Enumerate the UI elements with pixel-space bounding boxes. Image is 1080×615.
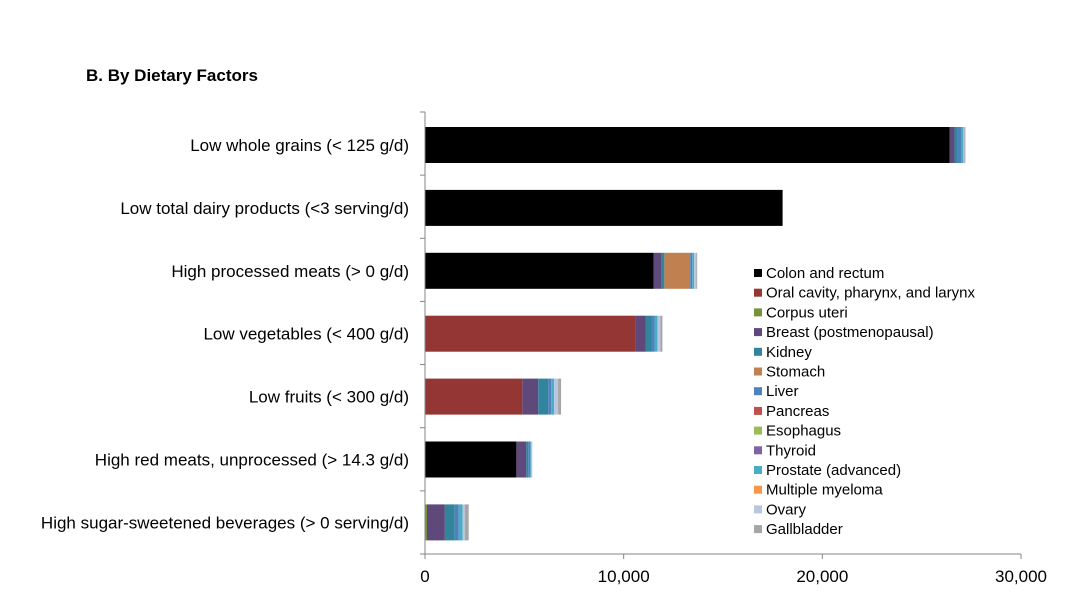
bar-segment xyxy=(548,378,552,415)
legend-swatch xyxy=(754,446,762,455)
legend-label: Prostate (advanced) xyxy=(766,462,901,479)
legend-swatch xyxy=(754,269,762,277)
bar-segment xyxy=(425,189,783,226)
bar-segment xyxy=(425,378,523,415)
bar-segment xyxy=(425,127,950,163)
bar-segment xyxy=(692,252,695,289)
legend: Colon and rectum Oral cavity, pharynx, an… xyxy=(754,265,975,538)
legend-label: Pancreas xyxy=(766,403,829,420)
bar-segment xyxy=(645,315,652,352)
axes: 0 10,000 20,000 30,000 xyxy=(420,111,1047,586)
bar-segment xyxy=(425,315,636,352)
legend-label: Multiple myeloma xyxy=(766,482,883,499)
legend-label: Ovary xyxy=(766,501,807,518)
bar-segment xyxy=(653,252,662,289)
bar-segment xyxy=(462,504,465,541)
category-label: Low fruits (< 300 g/d) xyxy=(249,388,409,407)
bar-segment xyxy=(558,378,562,415)
bars-layer xyxy=(425,127,966,541)
bar-segment xyxy=(963,127,965,163)
category-label: High sugar-sweetened beverages (> 0 serv… xyxy=(41,513,409,532)
bar-segment xyxy=(531,441,533,478)
bar-segment xyxy=(661,252,665,289)
bar-segment xyxy=(651,315,655,352)
legend-swatch xyxy=(754,308,762,317)
category-label: Low total dairy products (<3 serving/d) xyxy=(120,199,409,218)
legend-swatch xyxy=(754,466,762,474)
bar-segment xyxy=(657,315,661,352)
x-tick-label: 20,000 xyxy=(796,567,848,586)
bar-segment xyxy=(654,315,658,352)
bar-segment xyxy=(635,315,646,352)
legend-label: Breast (postmenopausal) xyxy=(766,324,934,341)
legend-swatch xyxy=(754,288,762,297)
bar-segment xyxy=(522,378,539,415)
legend-label: Liver xyxy=(766,383,799,400)
legend-label: Kidney xyxy=(766,344,812,361)
bar-segment xyxy=(464,504,469,541)
bar-segment xyxy=(694,252,697,289)
bar-segment xyxy=(426,504,445,541)
category-label: Low whole grains (< 125 g/d) xyxy=(190,136,409,155)
bar-segment xyxy=(954,127,958,163)
legend-swatch xyxy=(754,426,762,435)
category-label: Low vegetables (< 400 g/d) xyxy=(203,325,409,344)
bar-segment xyxy=(530,441,532,478)
bar-segment xyxy=(554,378,559,415)
bar-segment xyxy=(957,127,962,163)
legend-label: Thyroid xyxy=(766,442,816,459)
bar-segment xyxy=(526,441,529,478)
legend-swatch xyxy=(754,367,762,376)
bar-segment xyxy=(538,378,549,415)
bar-segment xyxy=(454,504,459,541)
bar-segment xyxy=(696,252,698,289)
bar-segment xyxy=(690,252,693,289)
bar-segment xyxy=(444,504,455,541)
legend-label: Corpus uteri xyxy=(766,304,848,321)
legend-swatch xyxy=(754,406,762,415)
legend-swatch xyxy=(754,505,762,514)
bar-segment xyxy=(961,127,964,163)
bar-segment xyxy=(964,127,966,163)
x-tick-label: 10,000 xyxy=(598,567,650,586)
bar-segment xyxy=(528,441,531,478)
bar-segment xyxy=(425,252,654,289)
legend-swatch xyxy=(754,525,762,534)
bar-segment xyxy=(458,504,463,541)
bar-segment xyxy=(516,441,527,478)
x-tick-label: 0 xyxy=(420,567,429,586)
legend-swatch xyxy=(754,485,762,494)
bar-segment xyxy=(551,378,555,415)
x-tick-label: 30,000 xyxy=(995,567,1047,586)
bar-segment xyxy=(949,127,955,163)
bar-segment xyxy=(425,441,517,478)
chart-title: B. By Dietary Factors xyxy=(86,66,258,85)
category-label: High red meats, unprocessed (> 14.3 g/d) xyxy=(95,451,409,470)
category-label: High processed meats (> 0 g/d) xyxy=(171,262,409,281)
legend-label: Colon and rectum xyxy=(766,265,884,282)
legend-swatch xyxy=(754,387,762,396)
bar-segment xyxy=(425,504,427,541)
category-labels: Low whole grains (< 125 g/d) Low total da… xyxy=(41,136,409,532)
legend-label: Oral cavity, pharynx, and larynx xyxy=(766,285,975,302)
legend-swatch xyxy=(754,347,762,356)
legend-label: Esophagus xyxy=(766,423,841,440)
legend-swatch xyxy=(754,328,762,337)
bar-segment xyxy=(664,252,691,289)
bar-segment xyxy=(660,315,663,352)
legend-label: Stomach xyxy=(766,364,825,381)
legend-label: Gallbladder xyxy=(766,521,843,538)
